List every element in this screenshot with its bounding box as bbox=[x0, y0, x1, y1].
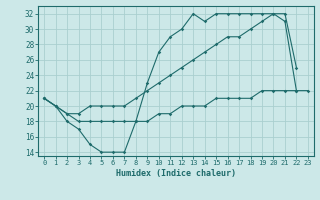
X-axis label: Humidex (Indice chaleur): Humidex (Indice chaleur) bbox=[116, 169, 236, 178]
